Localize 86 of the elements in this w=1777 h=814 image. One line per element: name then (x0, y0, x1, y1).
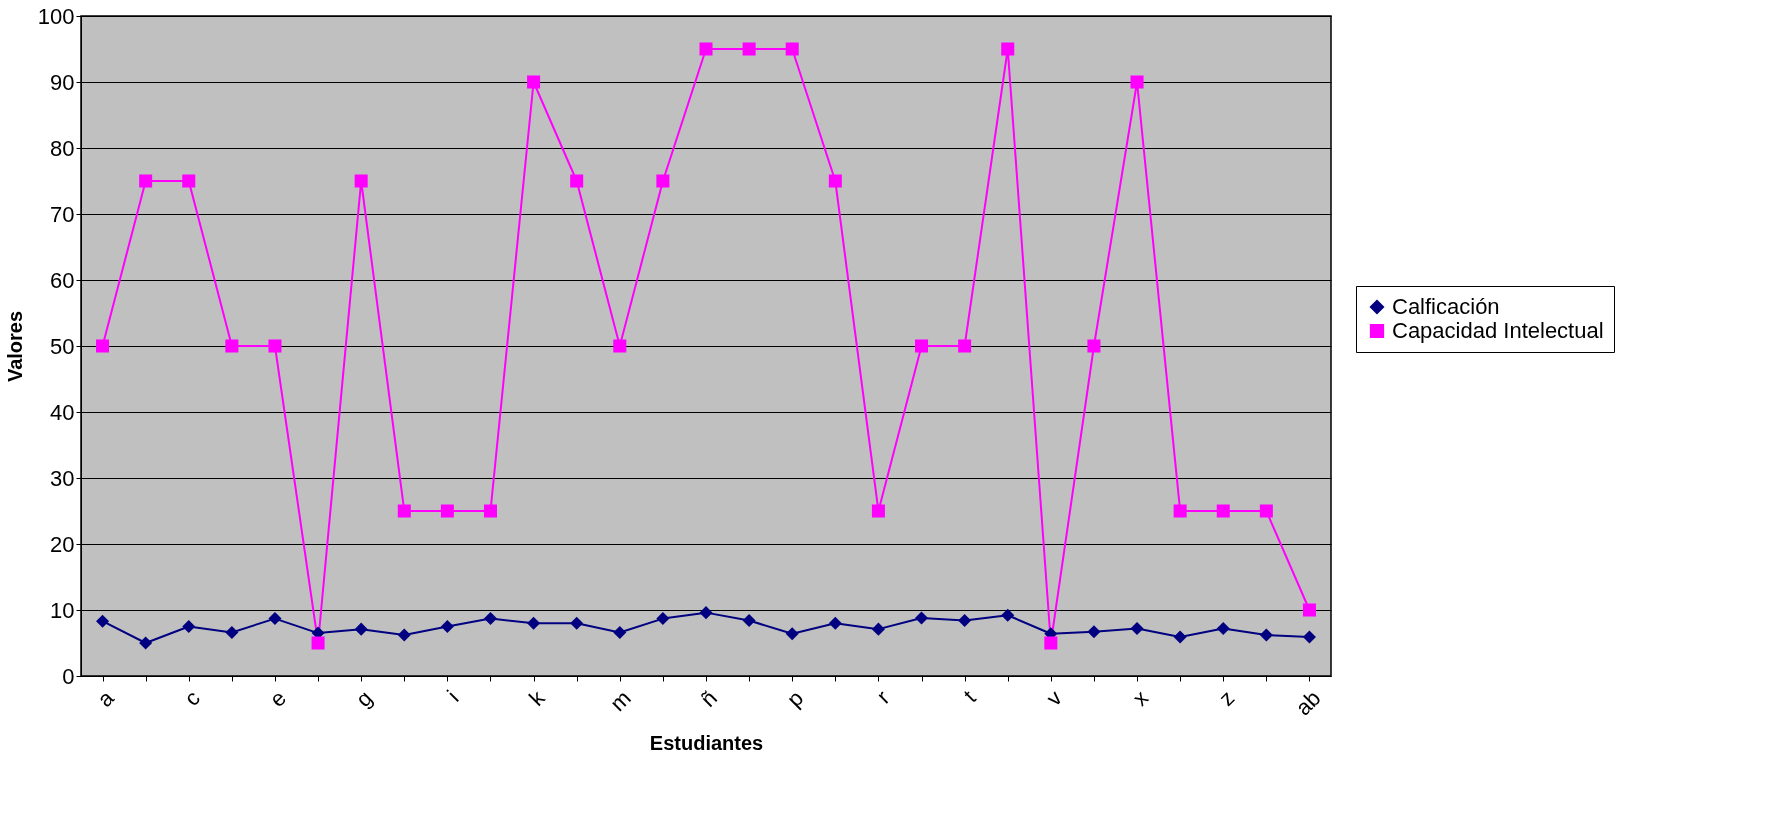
point (1130, 621, 1144, 635)
y-tick-label: 50 (50, 333, 75, 359)
y-axis-title: Valores (3, 310, 26, 383)
point (182, 619, 196, 634)
point (354, 622, 368, 636)
x-tick-label: c (179, 685, 205, 711)
x-axis-title: Estudiantes (649, 731, 764, 754)
point (785, 627, 799, 641)
point (915, 339, 929, 353)
point (1087, 339, 1101, 353)
point (139, 636, 153, 650)
y-tick-label: 90 (50, 69, 75, 95)
y-tick-label: 10 (50, 597, 75, 623)
x-tick-label: t (958, 685, 981, 708)
x-tick-label: x (1127, 685, 1154, 711)
x-tick-label: z (1213, 685, 1240, 711)
point (268, 612, 282, 626)
y-tick-label: 60 (50, 267, 75, 293)
point (440, 504, 454, 518)
x-tick-label: i (442, 685, 464, 707)
x-tick-label: v (1041, 685, 1067, 711)
x-tick-label: e (264, 685, 292, 712)
point (483, 504, 497, 518)
point (1302, 603, 1316, 617)
point (225, 339, 239, 353)
point (871, 622, 885, 636)
point (139, 174, 153, 188)
point (613, 339, 627, 353)
y-tick-label: 70 (50, 201, 75, 227)
point (1130, 75, 1144, 89)
point (1001, 42, 1015, 56)
point (1216, 621, 1230, 635)
x-tick-label: ñ (695, 685, 723, 712)
x-tick-label: p (781, 685, 809, 712)
y-tick-label: 0 (62, 663, 75, 689)
point (527, 75, 541, 89)
point (1173, 630, 1187, 644)
point (699, 42, 713, 56)
point (440, 619, 454, 634)
point (1087, 625, 1101, 639)
point (742, 42, 756, 56)
x-tick-label: r (871, 685, 895, 709)
point (915, 611, 929, 625)
point (397, 504, 411, 518)
point (1302, 630, 1316, 644)
y-tick-label: 40 (50, 399, 75, 425)
point (1259, 504, 1273, 518)
point (311, 636, 325, 650)
x-tick-label: g (350, 685, 378, 712)
point (613, 625, 627, 639)
x-tick-label: a (92, 684, 120, 712)
point (699, 606, 713, 620)
point (958, 339, 972, 353)
point (785, 42, 799, 56)
x-tick-label: k (524, 684, 551, 711)
point (570, 616, 584, 630)
point (397, 628, 411, 642)
point (1216, 504, 1230, 518)
legend-label: Capacidad Intelectual (1392, 318, 1604, 343)
y-tick-label: 100 (37, 3, 75, 29)
point (96, 339, 110, 353)
point (656, 174, 670, 188)
point (656, 612, 670, 626)
point (268, 339, 282, 353)
y-tick-label: 80 (50, 135, 75, 161)
point (871, 504, 885, 518)
point (483, 612, 497, 626)
x-tick-label: m (605, 685, 636, 717)
point (828, 616, 842, 630)
point (1259, 628, 1273, 642)
point (225, 625, 239, 639)
y-tick-label: 20 (50, 531, 75, 557)
point (570, 174, 584, 188)
point (527, 616, 541, 630)
point (742, 614, 756, 628)
point (96, 614, 110, 628)
point (182, 174, 196, 188)
point (354, 174, 368, 188)
point (1044, 636, 1058, 650)
point (1001, 608, 1015, 622)
point (828, 174, 842, 188)
point (1173, 504, 1187, 518)
point (958, 614, 972, 628)
y-tick-label: 30 (50, 465, 75, 491)
legend-label: Calficación (1392, 294, 1500, 319)
x-tick-label: ab (1290, 685, 1326, 721)
